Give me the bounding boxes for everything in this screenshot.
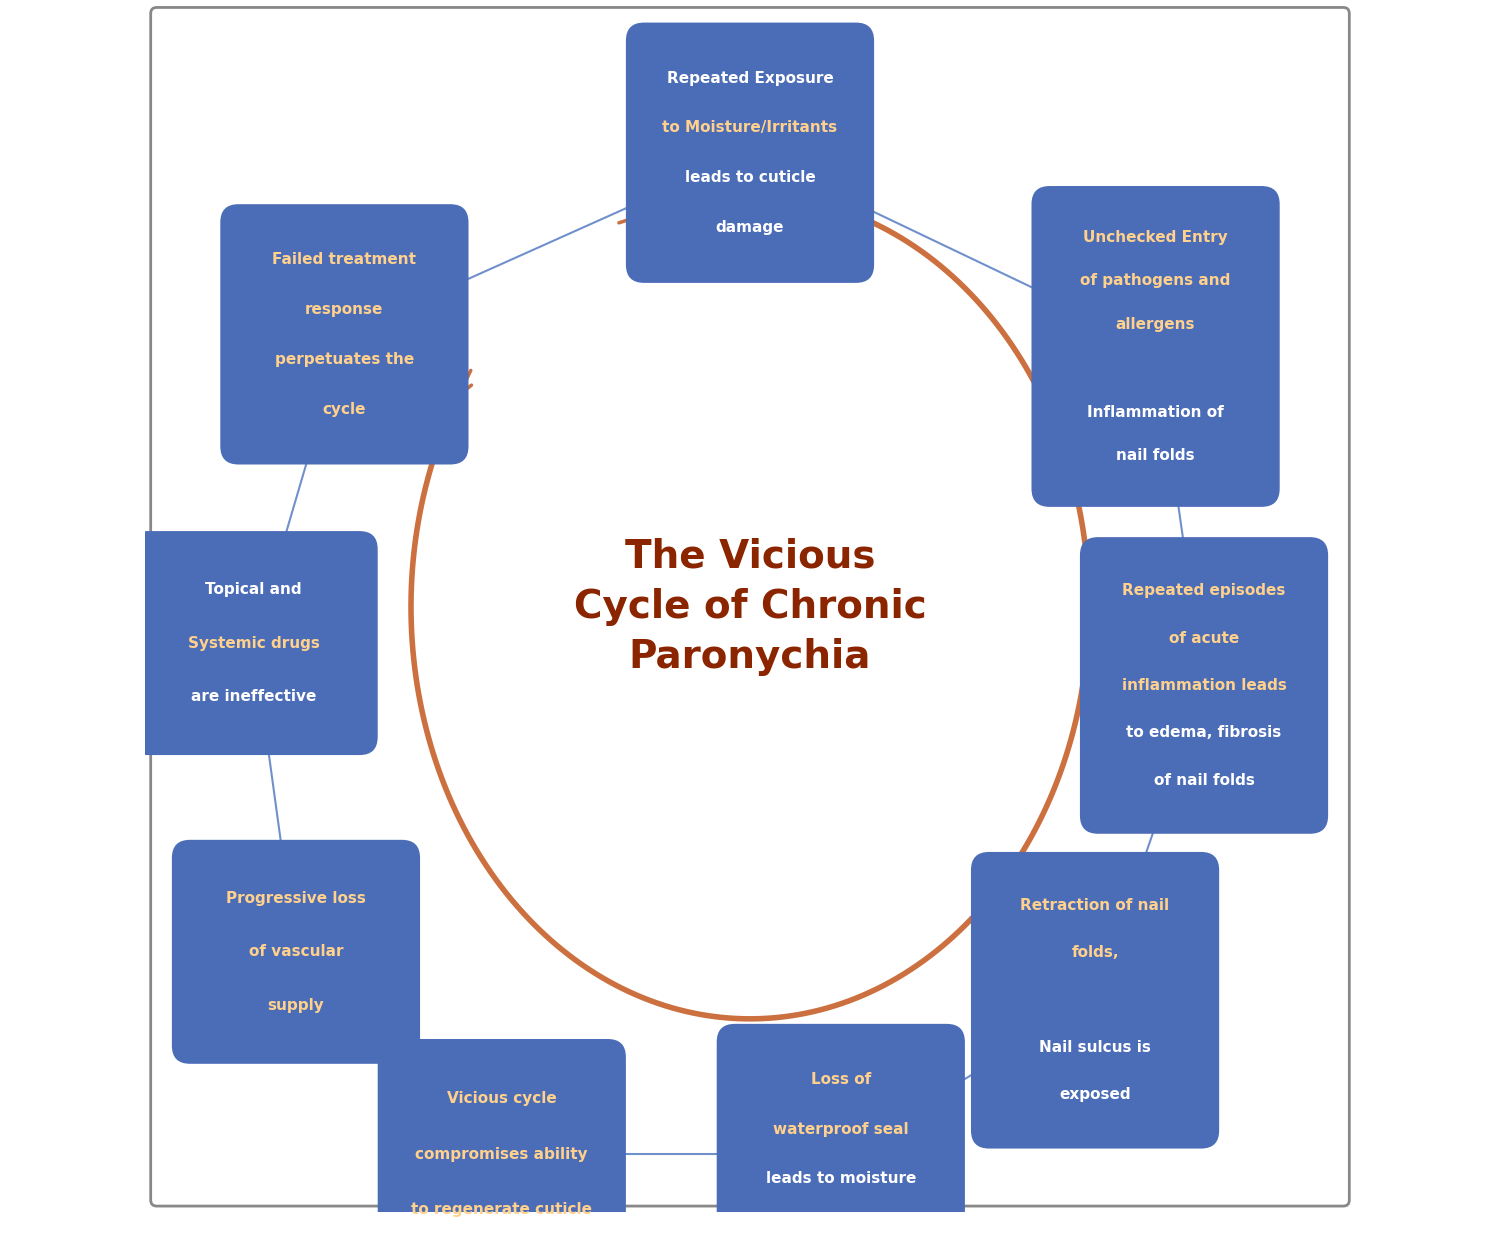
Text: Inflammation of: Inflammation of xyxy=(1088,405,1224,420)
Text: retention: retention xyxy=(801,1222,880,1234)
FancyBboxPatch shape xyxy=(626,22,874,283)
Text: folds,: folds, xyxy=(1071,945,1119,960)
Text: The Vicious
Cycle of Chronic
Paronychia: The Vicious Cycle of Chronic Paronychia xyxy=(573,538,927,676)
Text: Unchecked Entry: Unchecked Entry xyxy=(1083,230,1228,244)
Text: are ineffective: are ineffective xyxy=(190,690,316,705)
Text: damage: damage xyxy=(716,220,784,234)
FancyBboxPatch shape xyxy=(717,1024,964,1234)
Text: leads to cuticle: leads to cuticle xyxy=(684,170,816,185)
FancyBboxPatch shape xyxy=(1032,186,1280,507)
Text: nail folds: nail folds xyxy=(1116,448,1196,464)
FancyBboxPatch shape xyxy=(172,840,420,1064)
Text: Vicious cycle: Vicious cycle xyxy=(447,1091,556,1106)
Text: of vascular: of vascular xyxy=(249,944,344,959)
Text: Repeated Exposure: Repeated Exposure xyxy=(666,70,834,85)
Text: compromises ability: compromises ability xyxy=(416,1146,588,1161)
Text: exposed: exposed xyxy=(1059,1087,1131,1102)
FancyBboxPatch shape xyxy=(378,1039,626,1234)
FancyBboxPatch shape xyxy=(129,531,378,755)
Text: allergens: allergens xyxy=(1116,317,1196,332)
Text: perpetuates the: perpetuates the xyxy=(274,352,414,366)
Text: of nail folds: of nail folds xyxy=(1154,772,1254,787)
Text: to edema, fibrosis: to edema, fibrosis xyxy=(1126,726,1281,740)
Text: to Moisture/Irritants: to Moisture/Irritants xyxy=(663,121,837,136)
Text: Repeated episodes: Repeated episodes xyxy=(1122,584,1286,598)
Text: Loss of: Loss of xyxy=(810,1072,871,1087)
FancyBboxPatch shape xyxy=(1080,537,1328,834)
Text: Failed treatment: Failed treatment xyxy=(273,252,417,268)
Text: of acute: of acute xyxy=(1168,631,1239,645)
Text: Systemic drugs: Systemic drugs xyxy=(188,636,320,650)
Text: waterproof seal: waterproof seal xyxy=(772,1122,909,1137)
Text: inflammation leads: inflammation leads xyxy=(1122,677,1287,694)
Text: response: response xyxy=(304,302,384,317)
Text: Nail sulcus is: Nail sulcus is xyxy=(1040,1040,1150,1055)
Text: supply: supply xyxy=(267,998,324,1013)
FancyBboxPatch shape xyxy=(220,204,468,464)
Text: cycle: cycle xyxy=(322,401,366,417)
FancyBboxPatch shape xyxy=(970,851,1220,1149)
Text: Progressive loss: Progressive loss xyxy=(226,891,366,906)
Text: to regenerate cuticle: to regenerate cuticle xyxy=(411,1202,592,1217)
Text: leads to moisture: leads to moisture xyxy=(765,1171,916,1186)
Text: Topical and: Topical and xyxy=(206,582,302,597)
Text: of pathogens and: of pathogens and xyxy=(1080,273,1232,289)
Text: Retraction of nail: Retraction of nail xyxy=(1020,898,1170,913)
